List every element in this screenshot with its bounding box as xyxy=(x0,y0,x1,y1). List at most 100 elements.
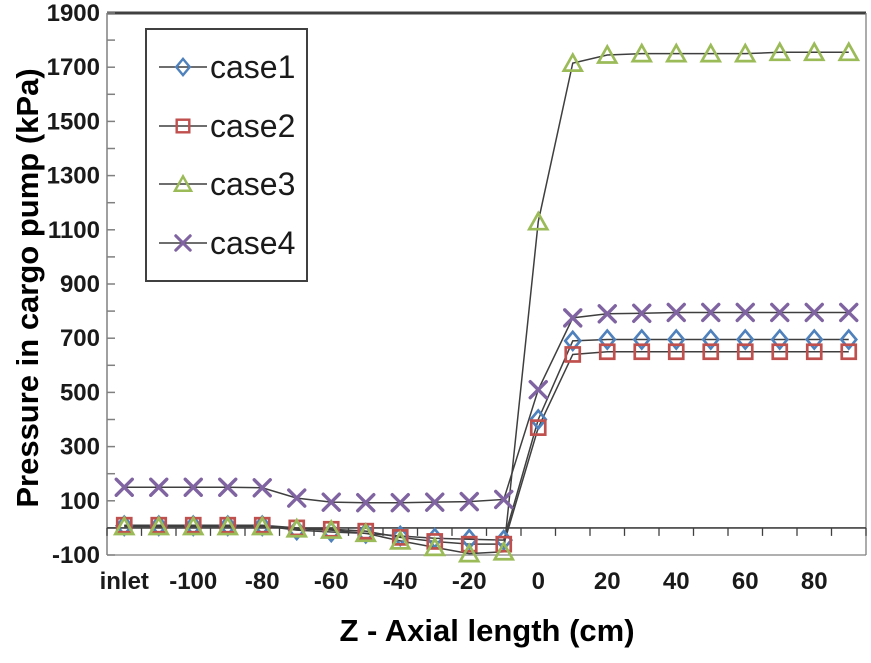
y-tick-label: 1300 xyxy=(47,163,100,190)
series-marker-diamond xyxy=(528,408,548,431)
series-marker-diamond xyxy=(839,328,859,351)
series-marker-x xyxy=(804,302,824,323)
x-tick-label: inlet xyxy=(100,568,149,595)
series-marker-triangle xyxy=(630,42,654,63)
series-marker-triangle xyxy=(285,517,309,538)
series-marker-triangle xyxy=(768,41,792,62)
series-marker-x xyxy=(425,492,445,512)
case4-line xyxy=(124,311,849,504)
series-marker-triangle xyxy=(664,42,688,63)
x-tick-label: 20 xyxy=(594,568,621,595)
series-marker-x xyxy=(321,492,341,512)
series-marker-x xyxy=(218,477,238,497)
series-marker-diamond xyxy=(563,329,583,353)
series-marker-square xyxy=(702,343,720,361)
series-marker-triangle xyxy=(354,522,378,543)
case1-line xyxy=(124,338,849,541)
series-marker-triangle xyxy=(699,42,723,63)
series-marker-square xyxy=(736,343,754,361)
y-tick-label: 500 xyxy=(60,379,100,406)
series-marker-x xyxy=(770,302,790,323)
case2-line xyxy=(124,351,849,545)
series-marker-triangle xyxy=(837,41,861,62)
y-tick-label: 700 xyxy=(60,325,100,352)
x-tick-label: 0 xyxy=(532,568,545,595)
series-marker-x xyxy=(666,302,686,323)
y-axis-title: Pressure in cargo pump (kPa) xyxy=(10,68,45,508)
series-marker-triangle xyxy=(733,42,757,63)
series-marker-triangle xyxy=(216,515,240,536)
x-axis-title: Z - Axial length (cm) xyxy=(339,613,635,648)
x-tick-label: -40 xyxy=(383,568,418,595)
series-marker-triangle xyxy=(561,51,585,72)
series-marker-square xyxy=(771,343,789,361)
legend-label-case4: case4 xyxy=(210,224,296,261)
series-marker-diamond xyxy=(701,328,721,351)
series-marker-triangle xyxy=(181,515,205,536)
series-marker-triangle xyxy=(802,41,826,62)
case3-line xyxy=(124,51,849,555)
x-tick-label: -60 xyxy=(314,568,349,595)
series-marker-x xyxy=(563,308,583,328)
x-tick-label: -100 xyxy=(169,568,217,595)
y-tick-label: 1900 xyxy=(47,0,100,27)
series-marker-square xyxy=(426,533,444,550)
series-marker-diamond xyxy=(804,328,824,351)
series-marker-x xyxy=(494,489,514,510)
series-marker-square xyxy=(175,118,191,134)
legend-x-icon xyxy=(159,234,207,252)
series-marker-diamond xyxy=(735,328,755,351)
series-marker-square xyxy=(805,343,823,361)
legend-item-case2: case2 xyxy=(157,110,306,142)
series-marker-x xyxy=(459,491,479,512)
legend-label-case1: case1 xyxy=(210,49,296,86)
series-marker-square xyxy=(529,419,547,436)
series-marker-triangle xyxy=(595,43,619,64)
series-marker-diamond xyxy=(632,328,652,351)
series-marker-triangle xyxy=(492,540,516,561)
y-tick-label: 300 xyxy=(60,434,100,461)
series-marker-triangle xyxy=(423,536,447,557)
x-tick-label: -20 xyxy=(452,568,487,595)
series-marker-square xyxy=(667,343,685,361)
series-marker-triangle xyxy=(388,529,412,550)
x-tick-label: -80 xyxy=(245,568,280,595)
series-marker-x xyxy=(149,477,169,497)
x-tick-label: 60 xyxy=(732,568,759,595)
legend: case1 case2 case3 case4 xyxy=(145,28,308,282)
series-marker-square xyxy=(633,343,651,361)
series-marker-x xyxy=(735,302,755,323)
series-marker-triangle xyxy=(526,210,550,231)
y-tick-label: 1500 xyxy=(47,108,100,135)
series-marker-diamond xyxy=(597,328,617,351)
y-tick-label: 1700 xyxy=(47,54,100,81)
series-marker-triangle xyxy=(457,542,481,563)
legend-label-case2: case2 xyxy=(210,107,296,144)
series-marker-triangle xyxy=(319,518,343,539)
series-marker-diamond xyxy=(770,328,790,351)
series-marker-triangle xyxy=(112,515,136,536)
series-marker-diamond xyxy=(356,522,376,545)
series-marker-triangle xyxy=(172,174,194,193)
y-tick-label: -100 xyxy=(52,542,100,569)
series-marker-square xyxy=(495,535,513,553)
y-tick-label: 900 xyxy=(60,271,100,298)
series-marker-x xyxy=(114,477,134,497)
series-marker-square xyxy=(840,343,858,361)
y-tick-label: 100 xyxy=(60,488,100,515)
series-marker-square xyxy=(460,535,478,553)
legend-label-case3: case3 xyxy=(210,166,296,203)
x-tick-label: 80 xyxy=(801,568,828,595)
legend-triangle-icon xyxy=(159,174,207,193)
series-marker-x xyxy=(287,488,307,508)
series-marker-diamond xyxy=(174,57,192,78)
series-marker-x xyxy=(632,303,652,323)
series-marker-x xyxy=(597,304,617,324)
legend-item-case3: case3 xyxy=(157,168,306,200)
series-marker-x xyxy=(701,302,721,323)
series-marker-x xyxy=(183,477,203,497)
series-marker-square xyxy=(598,343,616,361)
y-tick-label: 1100 xyxy=(48,217,100,244)
